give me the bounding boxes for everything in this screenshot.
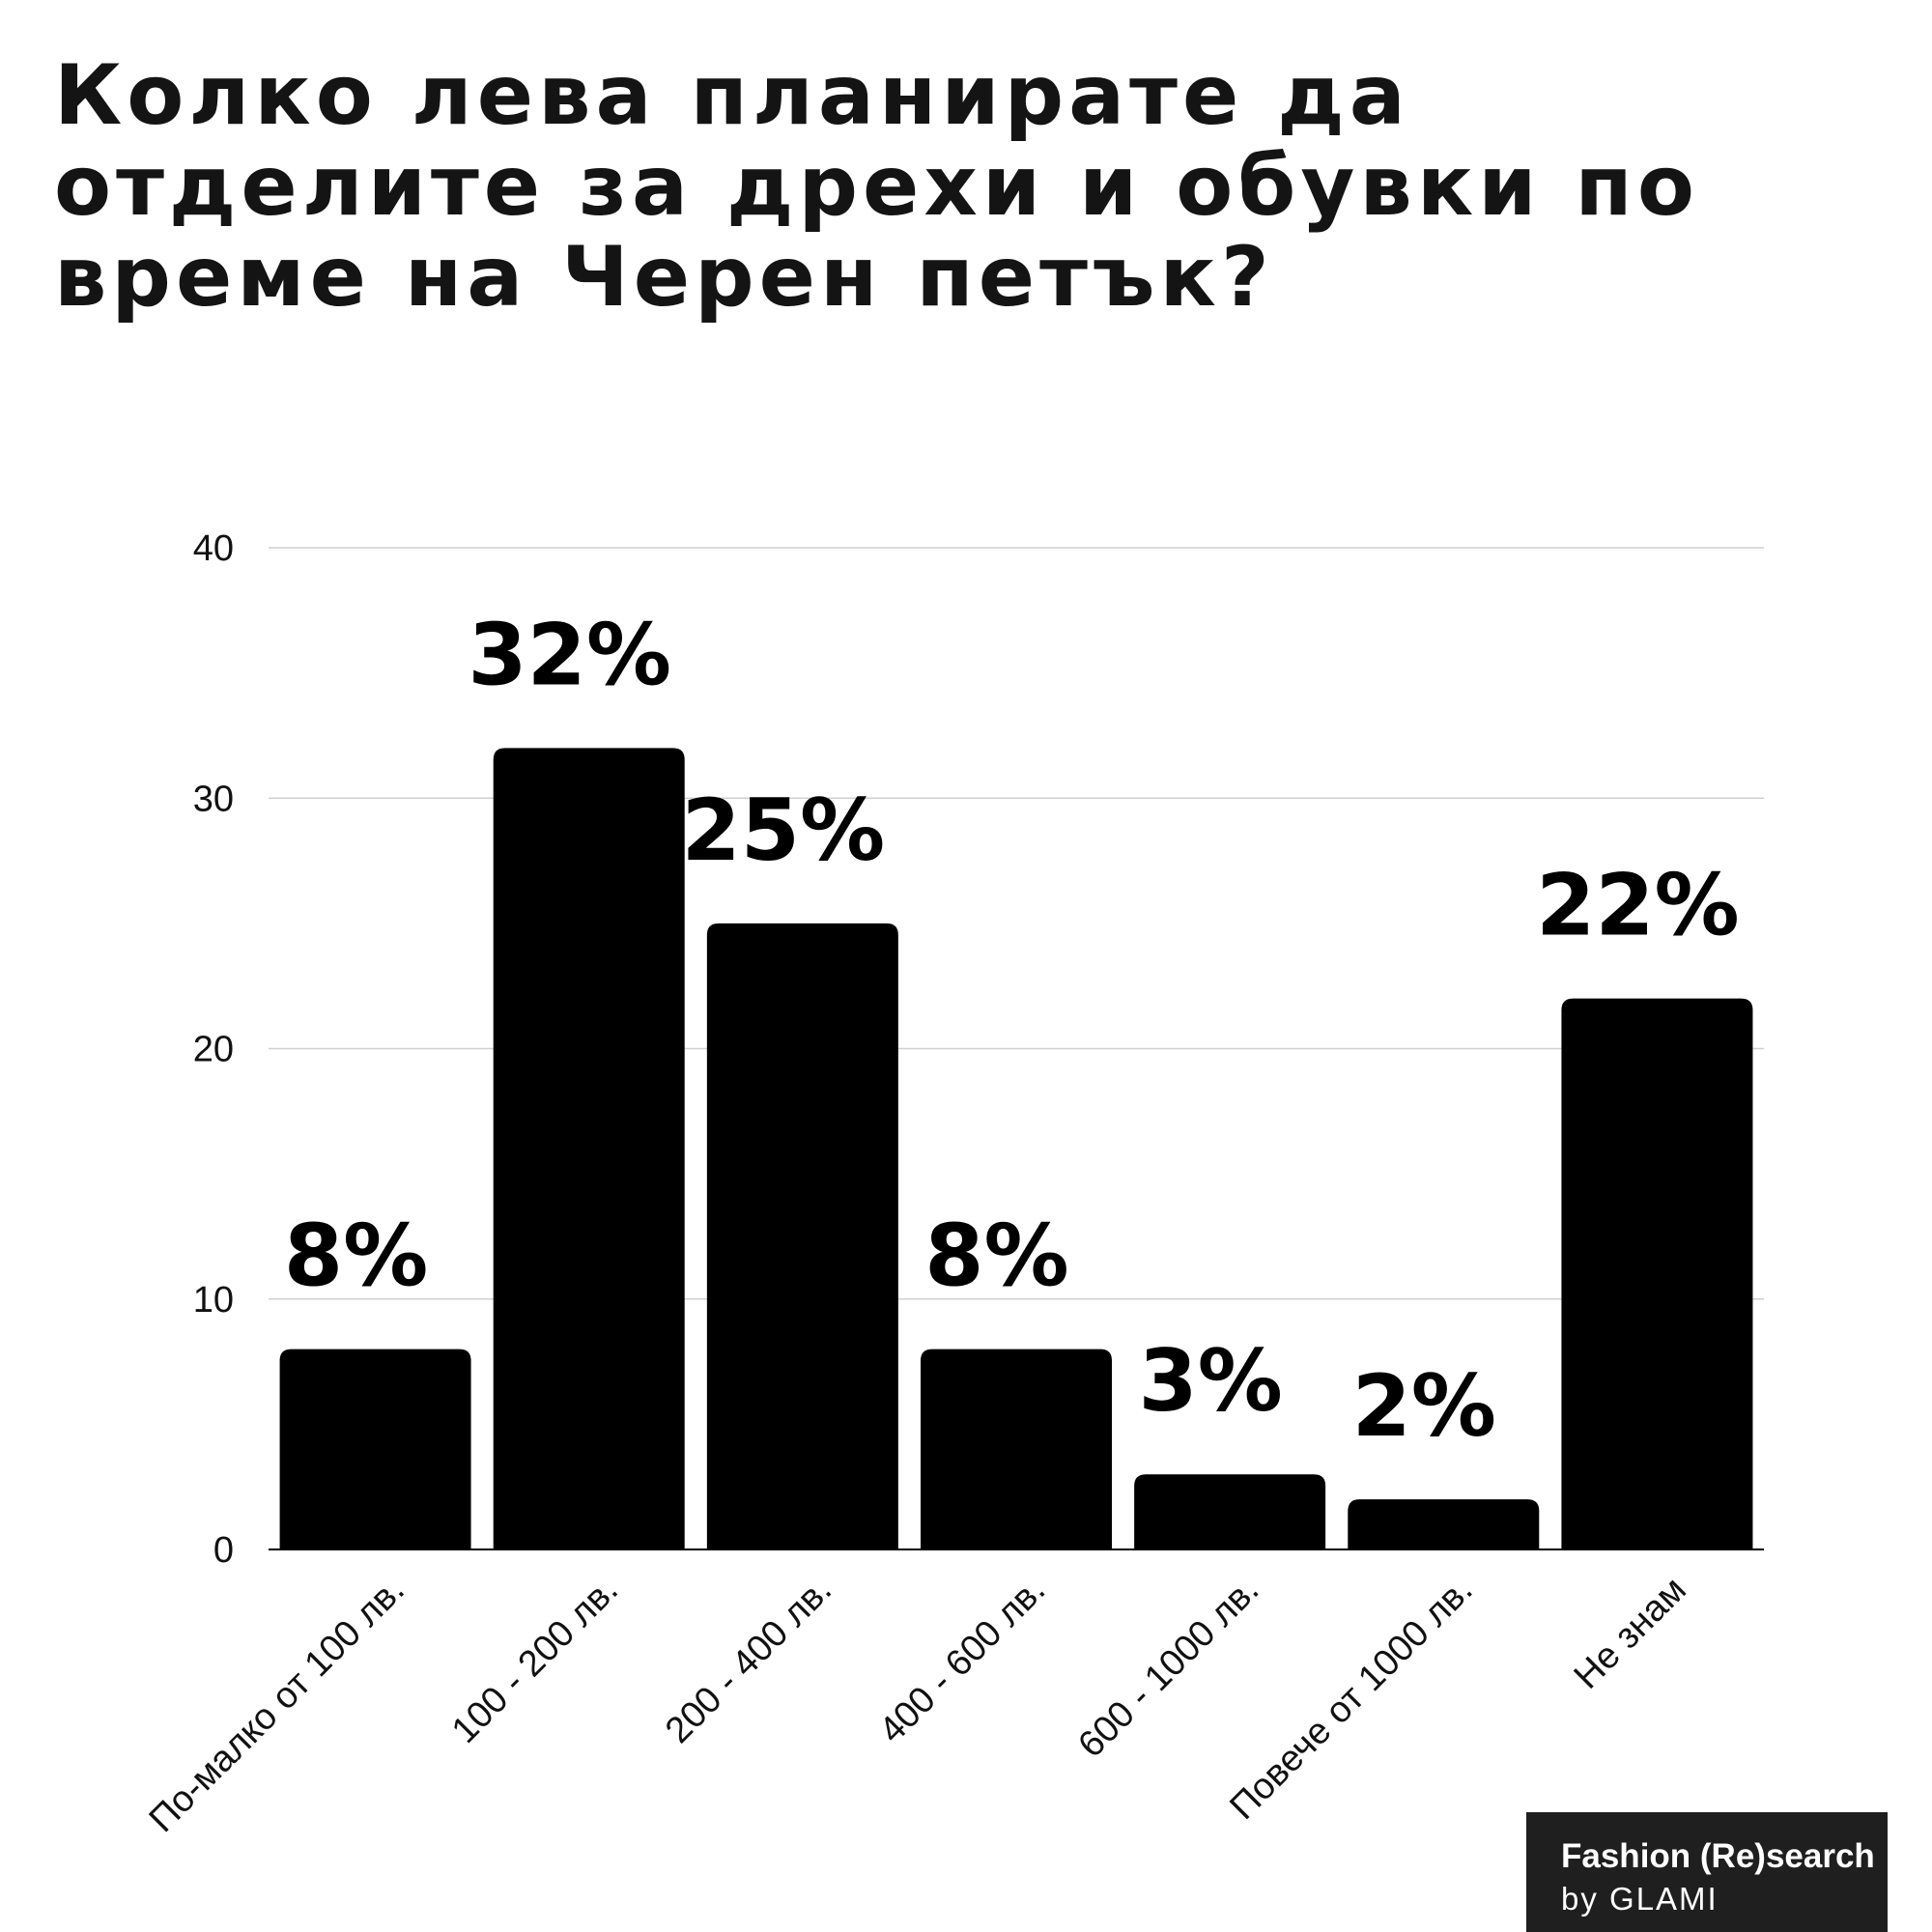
x-tick-label: 100 - 200 лв.	[444, 1570, 626, 1751]
y-tick-label: 0	[213, 1530, 234, 1571]
x-tick-label: Повече от 1000 лв.	[1222, 1570, 1480, 1828]
x-tick-label: 600 - 1000 лв.	[1070, 1570, 1266, 1766]
data-label: 25%	[682, 781, 886, 880]
bar	[279, 1349, 471, 1549]
bars	[279, 748, 1753, 1549]
bar	[706, 923, 898, 1549]
data-label: 2%	[1352, 1356, 1496, 1456]
y-tick-label: 30	[193, 779, 234, 819]
brand-logo: Fashion (Re)search by GLAMI	[1526, 1812, 1888, 1932]
x-axis-labels: По-малко от 100 лв. 100 - 200 лв. 200 - 40…	[142, 1570, 1694, 1840]
y-tick-label: 20	[193, 1030, 234, 1070]
x-tick-label: 400 - 600 лв.	[871, 1570, 1053, 1751]
bar	[921, 1349, 1112, 1549]
bar	[493, 748, 685, 1549]
bar	[1561, 998, 1753, 1549]
y-tick-label: 40	[193, 528, 234, 569]
data-label: 3%	[1138, 1331, 1282, 1431]
data-label: 8%	[284, 1207, 428, 1306]
x-tick-label: Не знам	[1567, 1570, 1694, 1697]
y-axis-ticks: 0 10 20 30 40	[193, 528, 234, 1571]
data-labels: 8% 32%25% 8% 3% 2% 22%	[284, 605, 1740, 1456]
y-tick-label: 10	[193, 1280, 234, 1321]
data-label: 22%	[1536, 856, 1740, 955]
data-label: 8%	[924, 1207, 1068, 1306]
brand-name: Fashion (Re)search	[1561, 1837, 1875, 1875]
data-label: 32%	[468, 605, 671, 704]
brand-byline: by GLAMI	[1561, 1881, 1719, 1917]
bar	[1134, 1474, 1326, 1549]
x-tick-label: По-малко от 100 лв.	[142, 1570, 412, 1840]
x-tick-label: 200 - 400 лв.	[658, 1570, 839, 1751]
chart-title: Колко лева планирате да отделите за дрех…	[54, 47, 1699, 326]
bar	[1348, 1499, 1540, 1549]
